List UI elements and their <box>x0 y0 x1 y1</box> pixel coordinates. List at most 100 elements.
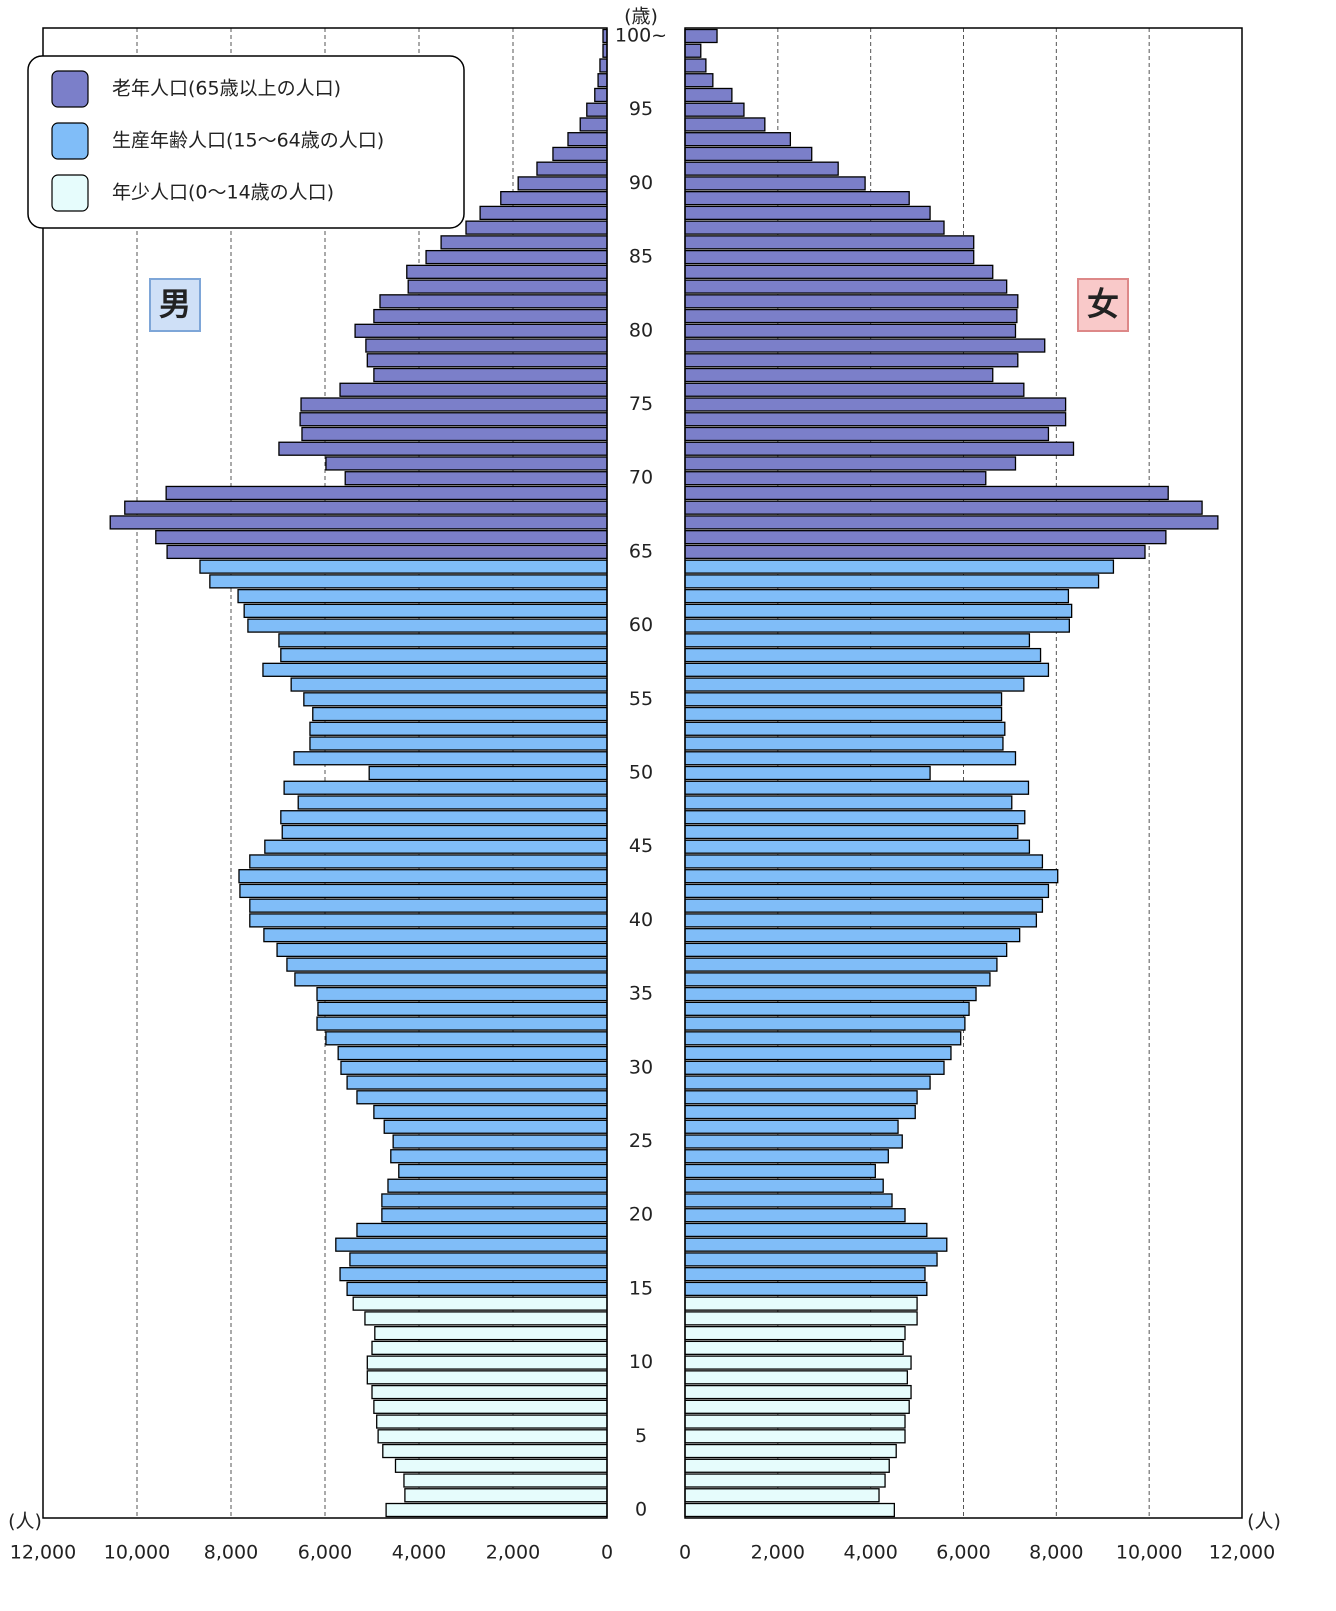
bar <box>684 1370 908 1385</box>
plot-frame <box>42 27 608 1519</box>
age-label: 30 <box>629 1056 653 1078</box>
bar <box>368 765 608 781</box>
bar <box>684 485 1169 501</box>
bar <box>684 574 1100 589</box>
bar <box>373 1399 608 1414</box>
bar <box>309 736 608 751</box>
bar <box>278 633 608 648</box>
bar <box>404 1488 608 1503</box>
bar <box>684 603 1073 618</box>
bar <box>262 662 608 677</box>
bar <box>684 1281 928 1297</box>
x-tick-label: 0 <box>601 1542 613 1564</box>
bar <box>684 1163 876 1179</box>
bar <box>371 1340 608 1355</box>
bar <box>586 102 608 117</box>
bar <box>597 73 608 88</box>
x-tick-label: 2,000 <box>486 1542 540 1564</box>
bar <box>684 1399 910 1414</box>
bar <box>684 1311 918 1326</box>
bar <box>155 530 608 545</box>
bar <box>684 942 1008 958</box>
bar <box>356 1090 608 1105</box>
bar <box>294 972 608 987</box>
bar <box>312 706 608 722</box>
bar <box>109 515 608 530</box>
age-label: 75 <box>629 393 653 415</box>
bar <box>373 308 608 324</box>
x-tick-label: 6,000 <box>936 1542 990 1564</box>
bar <box>684 1252 938 1267</box>
bar <box>684 544 1146 560</box>
bar <box>364 1311 608 1326</box>
bar <box>280 810 608 825</box>
bar <box>684 854 1044 869</box>
bar <box>249 913 608 928</box>
bar <box>684 382 1025 397</box>
bar <box>684 146 813 162</box>
bar <box>392 1134 608 1149</box>
bar <box>349 1252 608 1267</box>
bar <box>209 574 608 589</box>
bar <box>684 736 1004 751</box>
bar <box>517 176 608 191</box>
bar <box>280 647 608 663</box>
legend-label: 老年人口(65歳以上の人口) <box>112 78 341 100</box>
bar <box>684 1119 899 1134</box>
bar <box>684 662 1050 677</box>
bar <box>684 1031 962 1046</box>
age-label: 0 <box>635 1499 647 1521</box>
bar <box>335 1237 608 1252</box>
bar <box>684 176 866 191</box>
bar <box>684 721 1006 736</box>
bar <box>684 161 839 176</box>
bar <box>684 353 1019 368</box>
bar <box>684 706 1003 722</box>
bar <box>366 1355 608 1370</box>
bar <box>238 869 608 884</box>
age-label: 50 <box>629 762 653 784</box>
legend-box <box>27 55 465 229</box>
bar <box>382 1443 608 1459</box>
bar <box>684 87 733 103</box>
bar <box>684 323 1017 338</box>
bar <box>684 972 991 987</box>
bar <box>684 412 1067 427</box>
bar <box>264 839 608 854</box>
bar <box>379 294 608 309</box>
age-label: 70 <box>629 467 653 489</box>
legend-label: 生産年齢人口(15〜64歳の人口) <box>112 130 384 152</box>
bar <box>684 1193 893 1208</box>
bar <box>684 795 1013 810</box>
bar <box>303 692 608 707</box>
bar <box>684 294 1019 309</box>
bar <box>684 205 931 221</box>
bar <box>684 279 1008 294</box>
bar <box>684 426 1050 442</box>
bar <box>579 117 608 132</box>
bar <box>684 367 994 383</box>
age-label: 5 <box>635 1425 647 1447</box>
bar <box>684 1267 926 1282</box>
bar <box>684 220 945 235</box>
age-label: 20 <box>629 1204 653 1226</box>
bar <box>684 1488 880 1503</box>
bar <box>684 235 975 250</box>
bar <box>337 1045 608 1061</box>
bar <box>684 102 745 117</box>
bar <box>552 146 608 162</box>
bar <box>684 928 1021 943</box>
bar <box>373 1104 608 1120</box>
age-label: 40 <box>629 909 653 931</box>
bar <box>278 441 608 456</box>
bar <box>684 692 1003 707</box>
bar <box>684 1075 931 1090</box>
legend-swatch <box>51 70 89 108</box>
bar <box>684 618 1070 633</box>
bar <box>684 1001 970 1016</box>
bar <box>346 1075 608 1090</box>
bar <box>684 633 1031 648</box>
x-tick-label: 12,000 <box>10 1542 76 1564</box>
bar <box>684 898 1044 913</box>
